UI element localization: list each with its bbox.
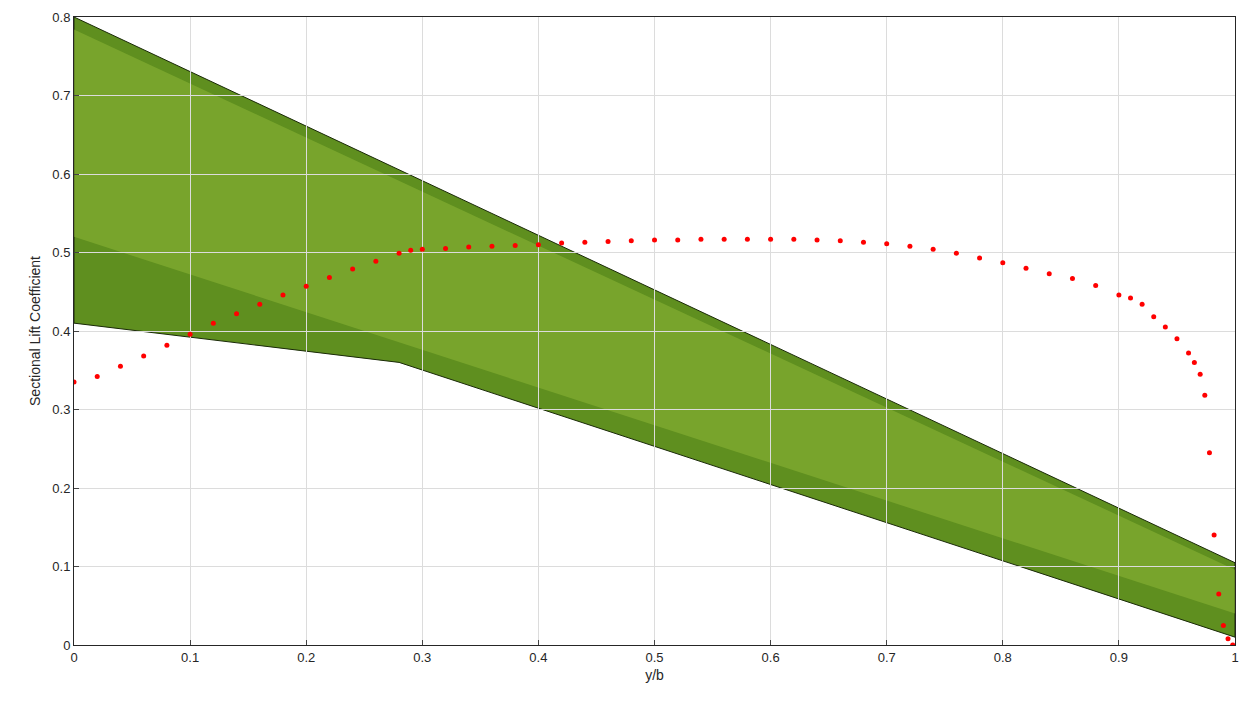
svg-text:0.2: 0.2 xyxy=(297,650,315,665)
svg-text:0: 0 xyxy=(70,650,77,665)
svg-text:y/b: y/b xyxy=(645,667,664,683)
svg-text:0.4: 0.4 xyxy=(52,324,70,339)
svg-text:0.6: 0.6 xyxy=(52,167,70,182)
svg-text:0.7: 0.7 xyxy=(878,650,896,665)
svg-text:1: 1 xyxy=(1231,650,1238,665)
svg-text:0: 0 xyxy=(63,638,70,653)
svg-text:0.1: 0.1 xyxy=(52,559,70,574)
svg-text:0.3: 0.3 xyxy=(413,650,431,665)
svg-text:0.3: 0.3 xyxy=(52,402,70,417)
svg-text:0.1: 0.1 xyxy=(181,650,199,665)
svg-text:0.5: 0.5 xyxy=(645,650,663,665)
svg-text:0.5: 0.5 xyxy=(52,245,70,260)
svg-text:0.8: 0.8 xyxy=(52,10,70,25)
svg-text:0.7: 0.7 xyxy=(52,88,70,103)
svg-text:0.4: 0.4 xyxy=(529,650,547,665)
svg-text:0.6: 0.6 xyxy=(762,650,780,665)
svg-text:Sectional Lift Coefficient: Sectional Lift Coefficient xyxy=(27,256,43,406)
svg-text:0.2: 0.2 xyxy=(52,481,70,496)
svg-text:0.9: 0.9 xyxy=(1110,650,1128,665)
svg-text:0.8: 0.8 xyxy=(994,650,1012,665)
